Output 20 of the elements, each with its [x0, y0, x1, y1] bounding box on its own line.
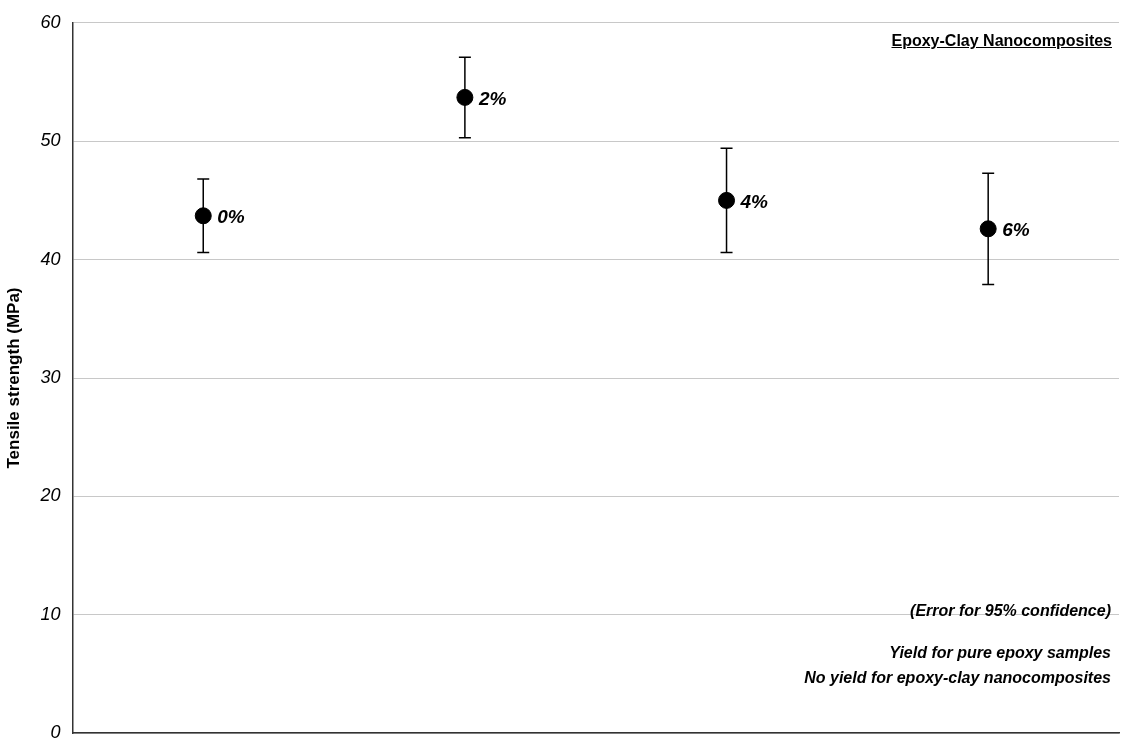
- y-tick-label: 30: [40, 367, 61, 387]
- annotation: Yield for pure epoxy samples: [889, 644, 1112, 662]
- y-tick-label: 10: [40, 603, 61, 624]
- annotation: No yield for epoxy-clay nanocomposites: [804, 669, 1112, 687]
- annotation: (Error for 95% confidence): [910, 602, 1111, 620]
- y-tick-label: 50: [40, 130, 61, 151]
- y-tick-label: 20: [39, 485, 61, 506]
- point: [979, 220, 997, 238]
- y-axis-title: Tensile strength (MPa): [3, 287, 23, 469]
- point: [718, 191, 736, 209]
- x-tick-label: 2%: [477, 87, 507, 109]
- point: [194, 207, 212, 225]
- x-tick-label: 4%: [739, 190, 769, 212]
- x-tick-label: 0%: [217, 206, 245, 228]
- y-tick-label: 40: [40, 248, 61, 269]
- y-tick-label: 60: [40, 11, 61, 32]
- point: [456, 88, 474, 106]
- x-tick-label: 6%: [1002, 219, 1030, 241]
- text: Epoxy-Clay Nanocomposites: [891, 32, 1112, 50]
- y-tick-label: 0: [50, 722, 61, 743]
